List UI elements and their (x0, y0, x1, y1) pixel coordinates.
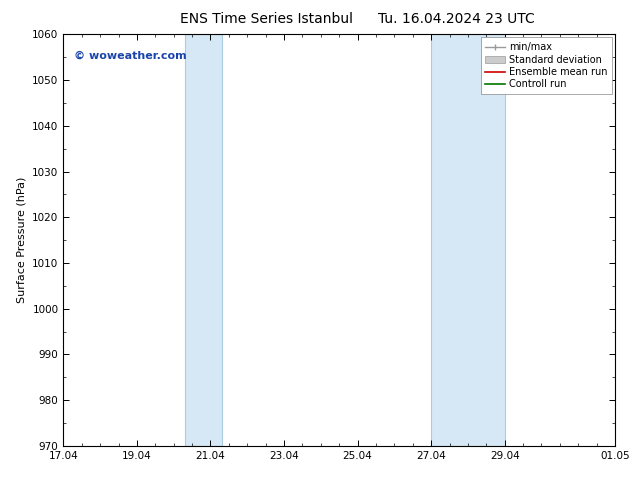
Text: ENS Time Series Istanbul: ENS Time Series Istanbul (180, 12, 353, 26)
Bar (431, 34, 505, 446)
Y-axis label: Surface Pressure (hPa): Surface Pressure (hPa) (16, 177, 27, 303)
Text: Tu. 16.04.2024 23 UTC: Tu. 16.04.2024 23 UTC (378, 12, 535, 26)
Text: © woweather.com: © woweather.com (74, 51, 187, 61)
Bar (184, 34, 221, 446)
Legend: min/max, Standard deviation, Ensemble mean run, Controll run: min/max, Standard deviation, Ensemble me… (481, 37, 612, 94)
